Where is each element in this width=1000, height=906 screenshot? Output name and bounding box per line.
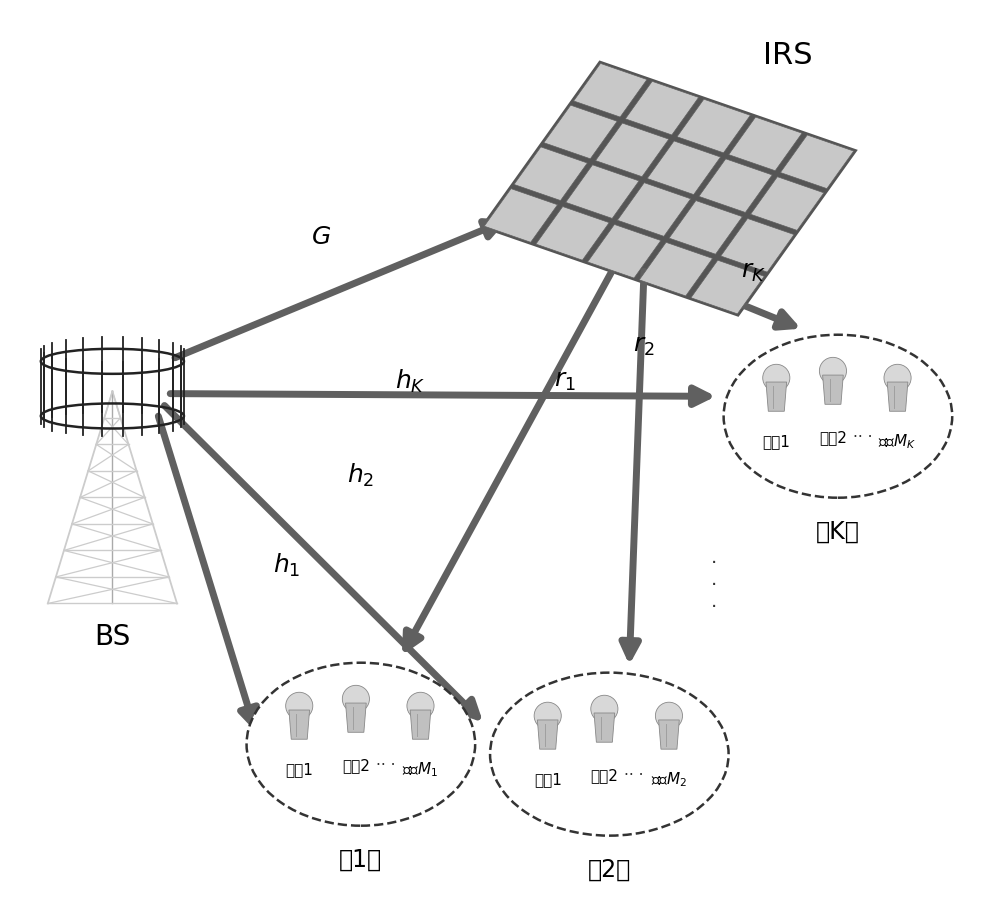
Text: 用户1: 用户1 [534, 772, 562, 787]
Text: 用户1: 用户1 [285, 762, 313, 777]
Text: ·
·
·: · · · [711, 554, 717, 617]
Circle shape [819, 357, 847, 384]
Polygon shape [574, 63, 647, 117]
Polygon shape [537, 720, 558, 749]
Polygon shape [659, 720, 679, 749]
Text: 第K簇: 第K簇 [816, 519, 860, 544]
Text: ·· ·: ·· · [376, 758, 395, 773]
Polygon shape [410, 710, 431, 739]
Text: $h_K$: $h_K$ [395, 368, 426, 395]
Polygon shape [625, 82, 699, 135]
Circle shape [591, 695, 618, 722]
Polygon shape [751, 177, 824, 230]
Polygon shape [639, 242, 713, 296]
Polygon shape [480, 61, 858, 317]
Polygon shape [596, 123, 669, 177]
Polygon shape [721, 218, 794, 272]
Polygon shape [780, 135, 854, 188]
Polygon shape [691, 260, 764, 313]
Text: 用户2: 用户2 [590, 768, 618, 783]
Polygon shape [677, 99, 750, 153]
Polygon shape [484, 188, 558, 242]
Text: ·· ·: ·· · [853, 430, 873, 445]
Text: BS: BS [94, 623, 131, 651]
Polygon shape [887, 382, 908, 411]
Ellipse shape [247, 662, 475, 825]
Polygon shape [514, 147, 587, 200]
Text: 用户$M_2$: 用户$M_2$ [651, 770, 687, 788]
Polygon shape [566, 165, 639, 218]
Text: 用户2: 用户2 [819, 430, 847, 445]
Polygon shape [588, 225, 661, 278]
Circle shape [286, 692, 313, 719]
Ellipse shape [490, 672, 729, 835]
Text: 用户1: 用户1 [762, 434, 790, 449]
Polygon shape [289, 710, 310, 739]
Text: $G$: $G$ [311, 226, 331, 249]
Circle shape [763, 364, 790, 391]
Polygon shape [617, 183, 691, 236]
Text: $r_2$: $r_2$ [633, 335, 655, 358]
Text: 第1簇: 第1簇 [339, 848, 382, 872]
Text: $h_2$: $h_2$ [347, 462, 374, 489]
Polygon shape [699, 159, 772, 213]
Circle shape [884, 364, 911, 391]
Circle shape [534, 702, 561, 729]
Circle shape [655, 702, 683, 729]
Polygon shape [669, 200, 742, 255]
Text: $h_1$: $h_1$ [273, 552, 300, 579]
Ellipse shape [724, 334, 952, 497]
Polygon shape [647, 141, 721, 195]
Polygon shape [729, 117, 802, 170]
Circle shape [407, 692, 434, 719]
Text: 用户$M_1$: 用户$M_1$ [402, 760, 439, 779]
Polygon shape [346, 703, 366, 732]
Polygon shape [766, 382, 787, 411]
Text: 用户$M_K$: 用户$M_K$ [878, 432, 917, 451]
Polygon shape [594, 713, 615, 742]
Circle shape [342, 685, 369, 712]
Text: 用户2: 用户2 [342, 758, 370, 773]
Text: $r_K$: $r_K$ [741, 261, 766, 284]
Polygon shape [536, 207, 609, 260]
Text: 第2簇: 第2簇 [588, 857, 631, 882]
Polygon shape [544, 105, 617, 159]
Polygon shape [823, 375, 843, 404]
Text: IRS: IRS [763, 42, 813, 71]
Text: ·· ·: ·· · [624, 768, 644, 783]
Text: $r_1$: $r_1$ [554, 370, 575, 393]
